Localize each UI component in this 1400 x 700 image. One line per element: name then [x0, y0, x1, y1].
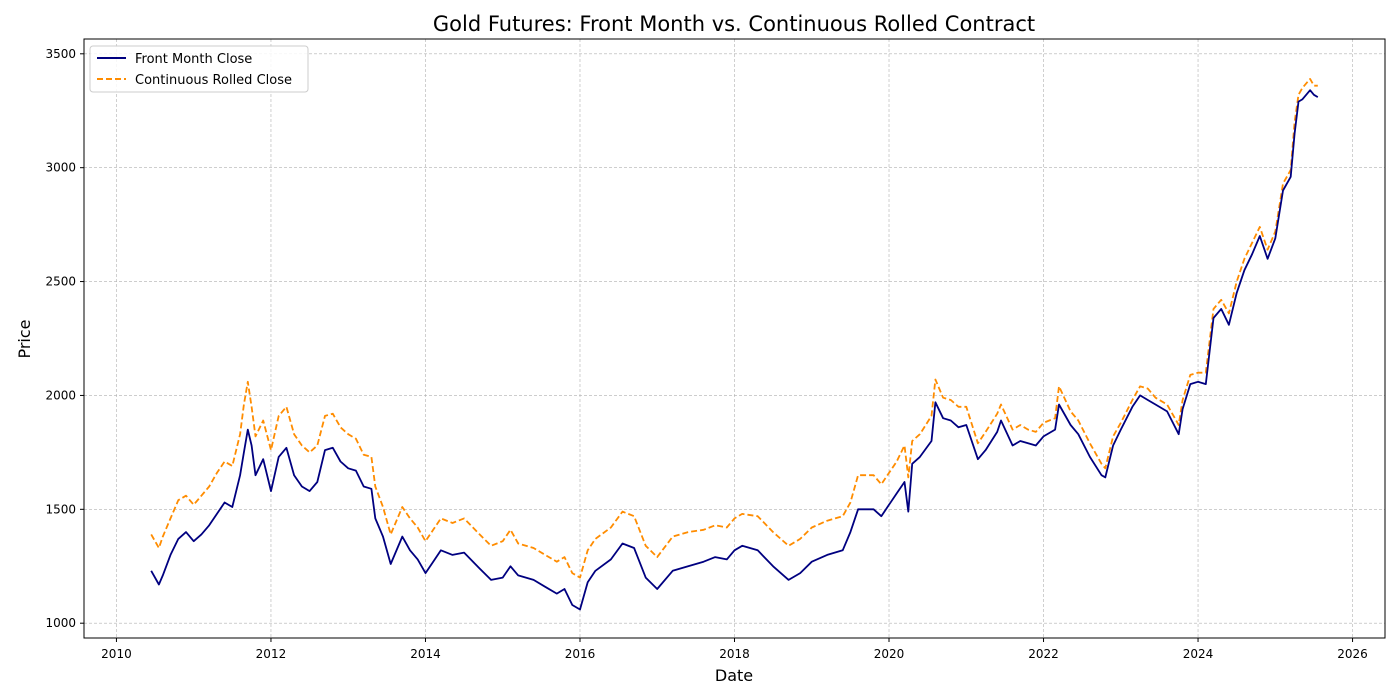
legend-label-front-month: Front Month Close	[135, 52, 252, 67]
chart-title: Gold Futures: Front Month vs. Continuous…	[433, 12, 1035, 36]
y-tick-label: 1000	[45, 616, 76, 630]
legend-label-continuous-rolled: Continuous Rolled Close	[135, 73, 292, 88]
x-axis-label: Date	[715, 666, 753, 685]
x-tick-label: 2022	[1028, 647, 1059, 661]
x-tick-label: 2014	[410, 647, 441, 661]
x-tick-label: 2016	[565, 647, 596, 661]
y-tick-label: 3500	[45, 47, 76, 61]
x-tick-label: 2026	[1337, 647, 1368, 661]
series-line-front-month	[150, 89, 1319, 611]
y-tick-label: 3000	[45, 161, 76, 175]
x-tick-label: 2024	[1183, 647, 1214, 661]
x-tick-label: 2020	[874, 647, 905, 661]
x-tick-label: 2018	[719, 647, 750, 661]
x-axis-ticks: 2010 2012 2014 2016 2018 2020 2022 2024 2026	[101, 638, 1368, 661]
y-tick-label: 2500	[45, 275, 76, 289]
y-axis-label: Price	[15, 319, 34, 358]
plot-frame	[83, 38, 1386, 639]
x-tick-label: 2012	[256, 647, 287, 661]
series-layer	[150, 78, 1319, 611]
legend: Front Month Close Continuous Rolled Clos…	[89, 45, 309, 93]
series-line-continuous-rolled	[150, 78, 1318, 579]
grid	[84, 39, 1385, 638]
y-tick-label: 2000	[45, 388, 76, 402]
y-tick-label: 1500	[45, 502, 76, 516]
legend-box	[89, 45, 309, 93]
x-tick-label: 2010	[101, 647, 132, 661]
y-axis-ticks: 1000 1500 2000 2500 3000 3500	[45, 47, 84, 630]
